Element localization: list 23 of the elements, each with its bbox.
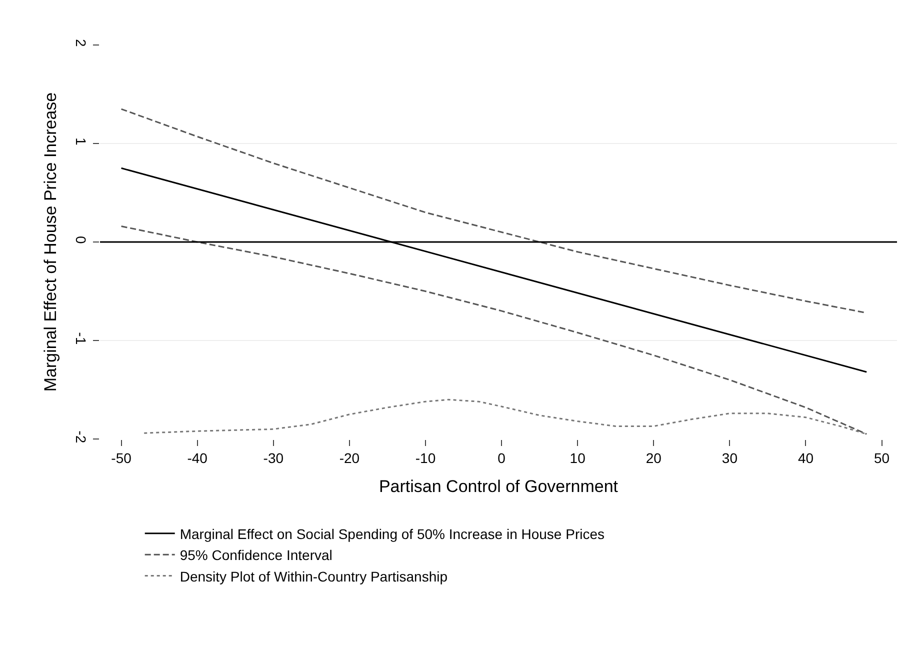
x-tick-label: -20: [339, 450, 360, 466]
x-tick-label: 30: [722, 450, 738, 466]
x-tick-label: -30: [263, 450, 284, 466]
y-tick-label: 2: [73, 39, 90, 47]
x-tick-label: -10: [415, 450, 436, 466]
line-series: [143, 398, 868, 435]
x-tick-label: 10: [570, 450, 586, 466]
x-tick-label: 0: [498, 450, 506, 466]
y-axis-title: Marginal Effect of House Price Increase: [41, 92, 60, 392]
legend-label: Marginal Effect on Social Spending of 50% Increase in House Prices: [180, 526, 605, 542]
x-tick-label: 50: [874, 450, 890, 466]
x-tick-label: -50: [111, 450, 132, 466]
line-series: [120, 225, 868, 435]
x-axis-title: Partisan Control of Government: [378, 477, 618, 496]
x-tick-label: -40: [187, 450, 208, 466]
legend-label: Density Plot of Within-Country Partisanship: [180, 568, 448, 584]
y-tick-label: 1: [73, 138, 90, 146]
x-tick-label: 20: [646, 450, 662, 466]
y-tick-label: -2: [73, 430, 90, 444]
x-tick-label: 40: [798, 450, 814, 466]
legend-label: 95% Confidence Interval: [180, 547, 332, 564]
y-tick-label: 0: [73, 236, 90, 244]
y-tick-label: -1: [73, 332, 90, 345]
